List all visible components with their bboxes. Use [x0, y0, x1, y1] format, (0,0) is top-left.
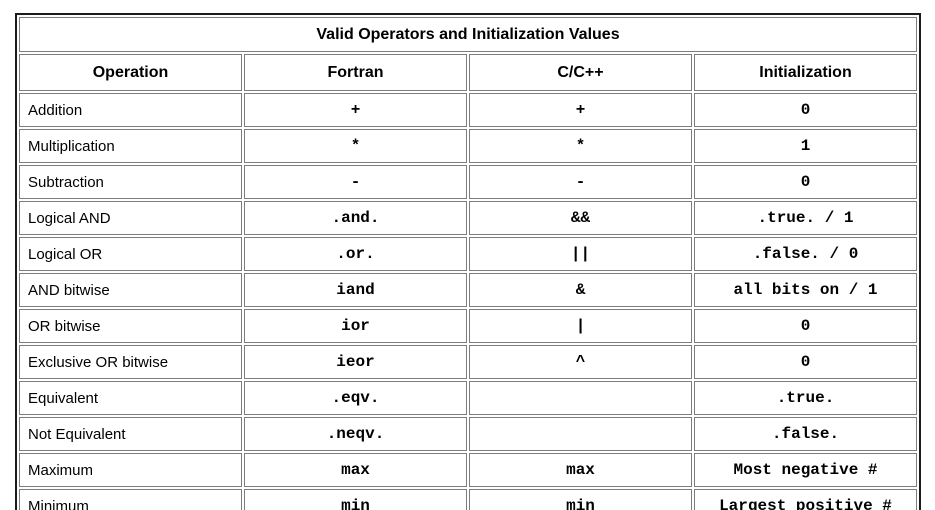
table-row: Exclusive OR bitwise ieor ^ 0 [19, 345, 917, 379]
operation-cell: Logical OR [19, 237, 242, 271]
operation-cell: Not Equivalent [19, 417, 242, 451]
initialization-cell: Largest positive # [694, 489, 917, 510]
table-head: Valid Operators and Initialization Value… [19, 17, 917, 91]
operation-cell: Maximum [19, 453, 242, 487]
operation-cell: OR bitwise [19, 309, 242, 343]
table-row: Minimum min min Largest positive # [19, 489, 917, 510]
initialization-cell: 1 [694, 129, 917, 163]
initialization-cell: 0 [694, 93, 917, 127]
fortran-cell: .neqv. [244, 417, 467, 451]
cpp-cell: min [469, 489, 692, 510]
table-row: Not Equivalent .neqv. .false. [19, 417, 917, 451]
table-row: Maximum max max Most negative # [19, 453, 917, 487]
cpp-cell: + [469, 93, 692, 127]
fortran-cell: .eqv. [244, 381, 467, 415]
operation-cell: Logical AND [19, 201, 242, 235]
column-header-fortran: Fortran [244, 54, 467, 91]
table-row: Logical OR .or. || .false. / 0 [19, 237, 917, 271]
cpp-cell: & [469, 273, 692, 307]
fortran-cell: - [244, 165, 467, 199]
title-row: Valid Operators and Initialization Value… [19, 17, 917, 52]
cpp-cell: | [469, 309, 692, 343]
fortran-cell: + [244, 93, 467, 127]
cpp-cell: ^ [469, 345, 692, 379]
cpp-cell [469, 417, 692, 451]
operation-cell: Addition [19, 93, 242, 127]
table-body: Addition + +0 Multiplication * * 1 Subtraction -… [19, 93, 917, 510]
fortran-cell: iand [244, 273, 467, 307]
table-row: OR bitwise ior | 0 [19, 309, 917, 343]
table-title: Valid Operators and Initialization Value… [19, 17, 917, 52]
table-row: Equivalent .eqv. .true. [19, 381, 917, 415]
operators-table: Valid Operators and Initialization Value… [15, 13, 921, 510]
initialization-cell: .false. / 0 [694, 237, 917, 271]
fortran-cell: ior [244, 309, 467, 343]
initialization-cell: Most negative # [694, 453, 917, 487]
operation-cell: Equivalent [19, 381, 242, 415]
fortran-cell: min [244, 489, 467, 510]
column-header-initialization: Initialization [694, 54, 917, 91]
operation-cell: AND bitwise [19, 273, 242, 307]
cpp-cell: * [469, 129, 692, 163]
fortran-cell: .or. [244, 237, 467, 271]
fortran-cell: ieor [244, 345, 467, 379]
table-row: Multiplication * * 1 [19, 129, 917, 163]
column-header-row: Operation Fortran C/C++ Initialization [19, 54, 917, 91]
fortran-cell: * [244, 129, 467, 163]
table-row: Logical AND .and. && .true. / 1 [19, 201, 917, 235]
fortran-cell: max [244, 453, 467, 487]
table-row: Subtraction - -0 [19, 165, 917, 199]
column-header-operation: Operation [19, 54, 242, 91]
initialization-cell: 0 [694, 345, 917, 379]
column-header-cpp: C/C++ [469, 54, 692, 91]
cpp-cell: - [469, 165, 692, 199]
operation-cell: Minimum [19, 489, 242, 510]
initialization-cell: 0 [694, 309, 917, 343]
initialization-cell: .true. / 1 [694, 201, 917, 235]
table-row: Addition + +0 [19, 93, 917, 127]
initialization-cell: 0 [694, 165, 917, 199]
cpp-cell: || [469, 237, 692, 271]
cpp-cell: max [469, 453, 692, 487]
cpp-cell [469, 381, 692, 415]
initialization-cell: .true. [694, 381, 917, 415]
operation-cell: Multiplication [19, 129, 242, 163]
operation-cell: Exclusive OR bitwise [19, 345, 242, 379]
initialization-cell: .false. [694, 417, 917, 451]
fortran-cell: .and. [244, 201, 467, 235]
table-row: AND bitwise iand & all bits on / 1 [19, 273, 917, 307]
operation-cell: Subtraction [19, 165, 242, 199]
initialization-cell: all bits on / 1 [694, 273, 917, 307]
cpp-cell: && [469, 201, 692, 235]
